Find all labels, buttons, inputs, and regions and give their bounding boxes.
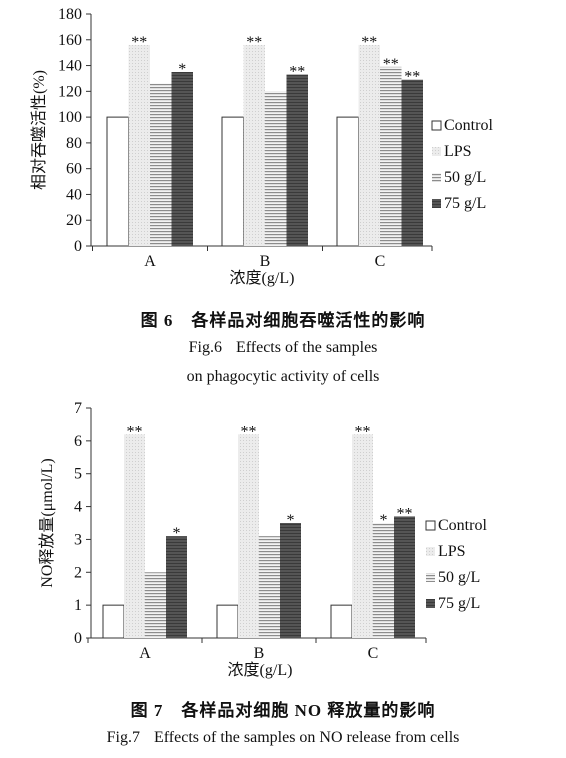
y-tick-label: 180 (58, 6, 82, 23)
legend-label: LPS (444, 143, 472, 160)
bar-50-g-l-a (150, 83, 172, 246)
y-tick-label: 5 (74, 466, 82, 483)
legend-swatch (432, 173, 441, 182)
bar-75-g-l-c (401, 79, 423, 246)
bar-control-b (216, 604, 239, 639)
bar-50-g-l-b (265, 91, 287, 246)
bar-lps-a (128, 44, 150, 246)
bar-50-g-l-b (259, 536, 280, 638)
y-tick-label: 80 (66, 135, 82, 152)
y-tick-label: 100 (58, 109, 82, 126)
y-tick-label: 60 (66, 161, 82, 178)
bar-50-g-l-c (373, 523, 394, 638)
significance-mark: * (380, 512, 388, 529)
fig7-title-cn: 各样品对细胞 NO 释放量的影响 (181, 701, 436, 720)
significance-mark: ** (383, 56, 399, 73)
phagocytosis-chart: 020406080100120140160180***A****B******C… (30, 6, 493, 287)
legend-swatch (426, 599, 435, 608)
y-tick-label: 140 (58, 58, 82, 75)
bar-lps-c (358, 44, 380, 246)
legend-label: Control (438, 517, 487, 534)
y-axis-label: NO释放量(μmol/L) (38, 458, 56, 587)
fig6-caption-en-line2: on phagocytic activity of cells (0, 368, 566, 386)
legend-label: 50 g/L (438, 569, 480, 586)
significance-mark: * (178, 61, 186, 78)
significance-mark: ** (131, 34, 147, 51)
bar-control-b (221, 116, 244, 247)
bar-75-g-l-b (280, 523, 301, 638)
fig7-tag-en: Fig.7 (106, 729, 140, 746)
y-tick-label: 0 (74, 630, 82, 647)
x-axis-label: 浓度(g/L) (228, 661, 293, 679)
bar-lps-b (238, 434, 259, 638)
fig6-title-en-2: on phagocytic activity of cells (186, 368, 380, 385)
x-tick-label: C (375, 253, 386, 270)
bar-75-g-l-b (286, 74, 308, 246)
y-tick-label: 6 (74, 433, 82, 450)
y-tick-label: 3 (74, 531, 82, 548)
x-tick-label: A (139, 645, 151, 662)
significance-mark: * (287, 512, 295, 529)
bar-control-c (330, 604, 353, 639)
x-tick-label: B (260, 253, 271, 270)
fig7-caption-en: Fig.7 Effects of the samples on NO releas… (0, 729, 566, 747)
significance-mark: * (173, 525, 181, 542)
y-tick-label: 40 (66, 186, 82, 203)
significance-mark: ** (246, 34, 262, 51)
significance-mark: ** (404, 69, 420, 86)
x-tick-label: A (144, 253, 156, 270)
fig7-caption-cn: 图 7 各样品对细胞 NO 释放量的影响 (0, 696, 566, 721)
y-tick-label: 120 (58, 83, 82, 100)
legend-swatch (432, 199, 441, 208)
y-tick-label: 7 (74, 400, 82, 417)
y-tick-label: 0 (74, 238, 82, 255)
legend-swatch (426, 547, 435, 556)
legend-label: 75 g/L (444, 195, 486, 212)
bar-75-g-l-a (171, 72, 193, 246)
legend-label: Control (444, 117, 493, 134)
legend-swatch (432, 147, 441, 156)
fig6-title-cn: 各样品对细胞吞噬活性的影响 (191, 311, 426, 330)
legend-swatch (426, 573, 435, 582)
x-axis-label: 浓度(g/L) (230, 269, 295, 287)
fig6-tag-cn: 图 6 (140, 311, 174, 330)
bar-control-a (106, 116, 129, 247)
fig6-caption-cn: 图 6 各样品对细胞吞噬活性的影响 (0, 306, 566, 331)
bar-control-a (102, 604, 125, 639)
bar-75-g-l-a (166, 536, 187, 638)
bar-lps-a (124, 434, 145, 638)
y-tick-label: 4 (74, 499, 82, 516)
legend-swatch (425, 520, 436, 531)
significance-mark: ** (361, 34, 377, 51)
fig6-caption-en-line1: Fig.6 Effects of the samples (0, 339, 566, 357)
bar-50-g-l-a (145, 572, 166, 638)
y-tick-label: 20 (66, 212, 82, 229)
legend-label: 50 g/L (444, 169, 486, 186)
legend-label: LPS (438, 543, 466, 560)
y-tick-label: 160 (58, 32, 82, 49)
significance-mark: ** (397, 505, 413, 522)
bar-lps-c (352, 434, 373, 638)
bar-75-g-l-c (394, 516, 415, 638)
fig7-tag-cn: 图 7 (130, 701, 164, 720)
bar-control-c (336, 116, 359, 247)
x-tick-label: B (254, 645, 265, 662)
legend-label: 75 g/L (438, 595, 480, 612)
significance-mark: ** (127, 423, 143, 440)
significance-mark: ** (241, 423, 257, 440)
bar-lps-b (243, 44, 265, 246)
y-axis-label: 相对吞噬活性(%) (30, 70, 48, 190)
fig7-title-en: Effects of the samples on NO release fro… (153, 729, 460, 746)
significance-mark: ** (355, 423, 371, 440)
fig6-tag-en: Fig.6 (188, 339, 222, 356)
x-tick-label: C (368, 645, 379, 662)
legend-swatch (431, 120, 442, 131)
significance-mark: ** (289, 64, 305, 81)
y-tick-label: 2 (74, 564, 82, 581)
bar-50-g-l-c (380, 66, 402, 246)
fig6-title-en-1: Effects of the samples (235, 339, 378, 356)
y-tick-label: 1 (74, 597, 82, 614)
